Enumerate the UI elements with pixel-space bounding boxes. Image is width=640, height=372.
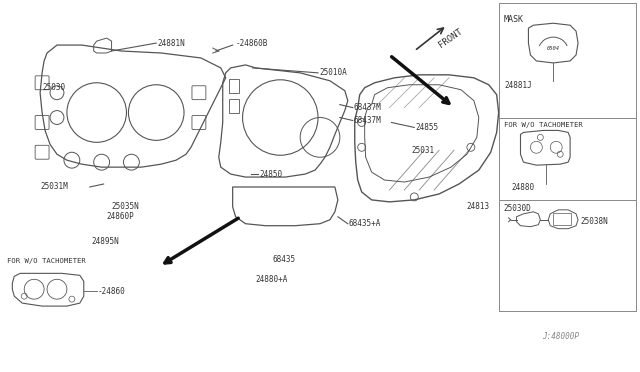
Text: FOR W/O TACHOMETER: FOR W/O TACHOMETER xyxy=(7,259,86,264)
Text: 25031M: 25031M xyxy=(40,183,68,192)
Text: 24813: 24813 xyxy=(467,202,490,211)
Text: 6504: 6504 xyxy=(547,45,560,51)
Text: 68435+A: 68435+A xyxy=(349,219,381,228)
Text: 68435: 68435 xyxy=(273,255,296,264)
Text: 24850: 24850 xyxy=(259,170,283,179)
Text: FRONT: FRONT xyxy=(437,27,465,49)
Text: 24895N: 24895N xyxy=(92,237,120,246)
Text: 25030: 25030 xyxy=(42,83,65,92)
Text: FOR W/O TACHOMETER: FOR W/O TACHOMETER xyxy=(504,122,582,128)
Text: 68437M: 68437M xyxy=(354,116,381,125)
Text: 24880+A: 24880+A xyxy=(255,275,288,284)
Text: -24860B: -24860B xyxy=(236,39,268,48)
Text: 24881N: 24881N xyxy=(157,39,185,48)
Text: 25030D: 25030D xyxy=(504,204,531,213)
Bar xyxy=(228,79,239,93)
Text: 25031: 25031 xyxy=(412,146,435,155)
Text: 25035N: 25035N xyxy=(111,202,140,211)
Text: 24855: 24855 xyxy=(415,123,438,132)
Text: -24860: -24860 xyxy=(98,287,125,296)
Bar xyxy=(553,213,571,225)
Text: 24880: 24880 xyxy=(512,183,535,192)
Text: 25010A: 25010A xyxy=(319,68,347,77)
Text: 25038N: 25038N xyxy=(580,217,608,226)
Text: 24860P: 24860P xyxy=(107,212,134,221)
Text: 24881J: 24881J xyxy=(504,81,532,90)
Text: MASK: MASK xyxy=(504,15,524,24)
Bar xyxy=(228,99,239,113)
Text: J:48000P: J:48000P xyxy=(541,332,579,341)
Text: 68437M: 68437M xyxy=(354,103,381,112)
